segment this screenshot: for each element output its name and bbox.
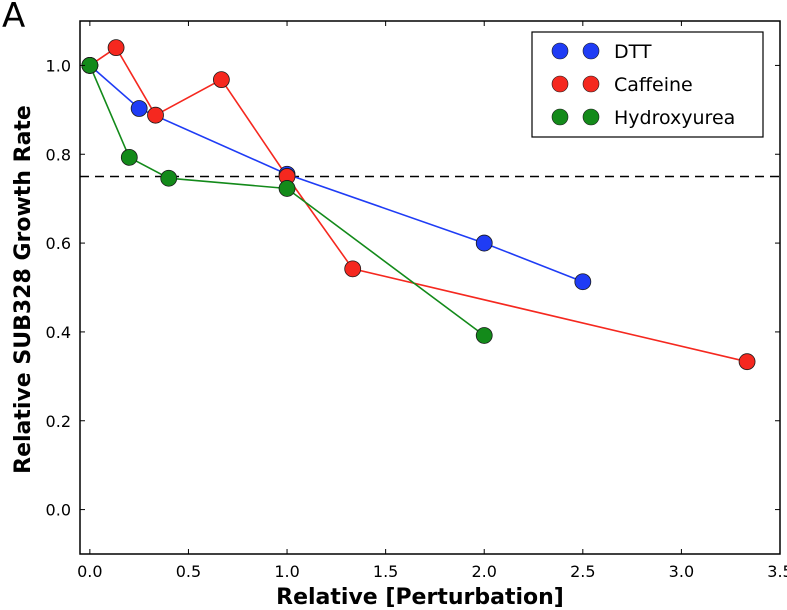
x-axis-title: Relative [Perturbation]	[276, 585, 564, 610]
data-point-hydroxyurea	[120, 148, 138, 166]
legend-marker-dtt	[582, 42, 600, 60]
data-point-caffeine	[107, 39, 125, 57]
y-tick-label: 0.8	[46, 145, 71, 164]
data-point-hydroxyurea	[475, 327, 493, 344]
y-axis-title: Relative SUB328 Growth Rate	[11, 105, 36, 474]
legend-label-hydroxyurea: Hydroxyurea	[614, 107, 735, 129]
legend-box	[531, 31, 764, 138]
y-tick-label: 0.0	[46, 501, 71, 520]
panel-label: A	[2, 0, 26, 36]
x-tick-label: 1.0	[274, 562, 299, 581]
data-point-hydroxyurea	[160, 169, 178, 187]
data-point-caffeine	[147, 106, 164, 124]
y-tick-label: 0.2	[46, 412, 71, 431]
data-point-hydroxyurea	[278, 180, 296, 197]
data-point-caffeine	[344, 260, 362, 278]
legend-marker-hydroxyurea	[551, 108, 569, 126]
data-point-dtt	[574, 273, 592, 291]
legend-marker-hydroxyurea	[582, 108, 600, 126]
data-point-caffeine	[738, 353, 756, 371]
legend: DTT Caffeine Hydroxyurea	[531, 31, 764, 138]
x-tick-label: 3.5	[767, 562, 787, 581]
x-tick-label: 2.5	[570, 562, 595, 581]
data-point-caffeine	[212, 71, 230, 89]
y-tick-label: 0.4	[46, 323, 71, 342]
legend-marker-dtt	[551, 42, 569, 60]
data-point-dtt	[130, 100, 148, 117]
series-line-hydroxyurea	[89, 65, 485, 337]
axes-layer: 0.0 0.5 1.0 1.5 2.0 2.5 3.0 3.5 0.0 0.2 0.4 0.6 0.8 1…	[46, 20, 787, 581]
x-tick-label: 2.0	[471, 562, 496, 581]
plot-frame	[79, 20, 781, 555]
x-tick-label: 1.5	[373, 562, 398, 581]
x-tick-label: 0.0	[77, 562, 102, 581]
x-tick-label: 0.5	[176, 562, 201, 581]
legend-label-caffeine: Caffeine	[614, 74, 693, 96]
legend-marker-caffeine	[551, 75, 569, 93]
y-tick-label: 0.6	[46, 234, 71, 253]
legend-label-dtt: DTT	[614, 41, 652, 63]
x-tick-label: 3.0	[669, 562, 694, 581]
legend-marker-caffeine	[582, 75, 600, 93]
series-layer	[81, 39, 756, 371]
y-tick-label: 1.0	[46, 56, 71, 75]
data-point-dtt	[475, 234, 493, 252]
